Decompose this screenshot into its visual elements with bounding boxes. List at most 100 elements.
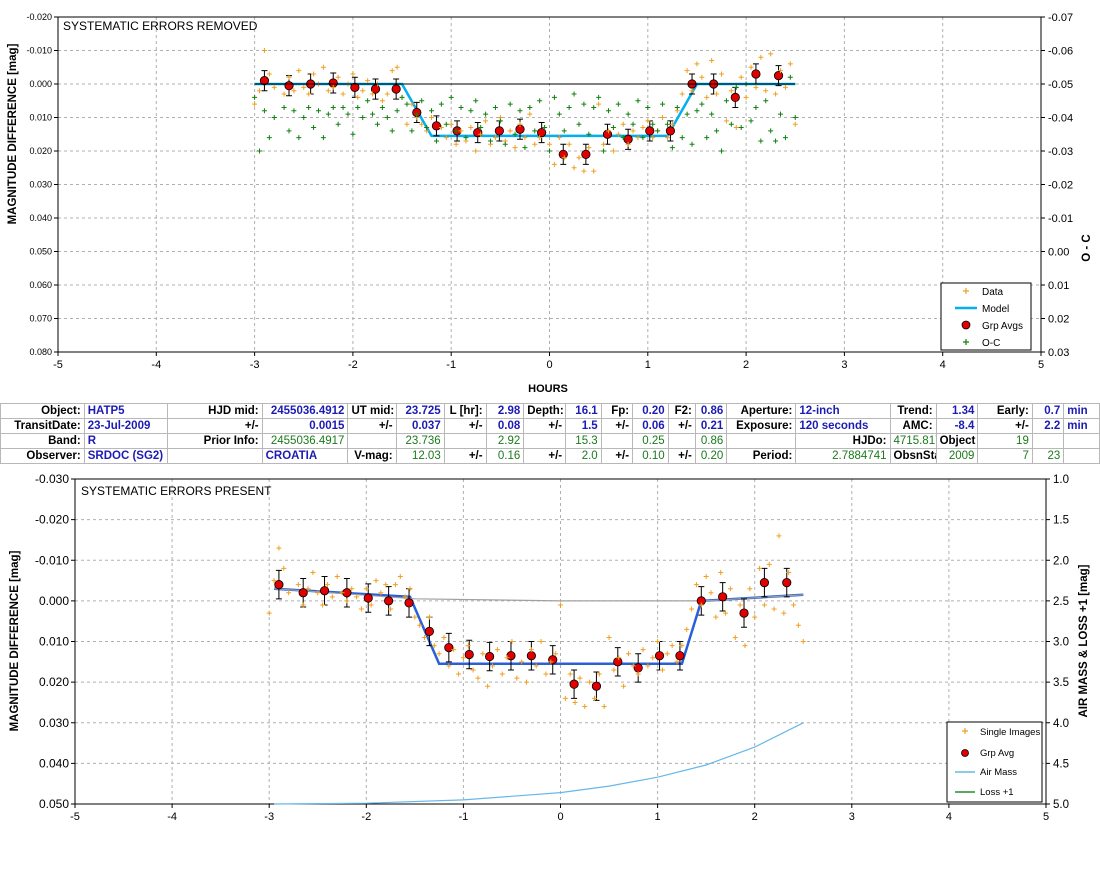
point-single-images [621, 683, 627, 689]
point-o-c [640, 135, 646, 141]
x-tick-label: 5 [1043, 811, 1049, 823]
table-cell: Object #: [935, 433, 979, 449]
point-single-images [684, 626, 690, 632]
table-cell [167, 448, 263, 464]
point-single-images [533, 663, 539, 669]
point-grp-avg [654, 651, 665, 661]
legend-entry-o-c: O-C [963, 338, 1000, 349]
point-single-images [795, 622, 801, 628]
point-o-c [379, 104, 385, 110]
point-o-c [591, 104, 597, 110]
point-o-c [758, 138, 764, 144]
point-data [301, 84, 307, 90]
table-cell: 16.1 [565, 403, 602, 419]
point-single-images [781, 610, 787, 616]
point-data [625, 141, 631, 147]
point-data [419, 121, 425, 127]
point-data [743, 94, 749, 100]
y2-tick-label: 2.5 [1053, 596, 1069, 608]
point-single-images [378, 590, 384, 596]
table-cell [523, 433, 567, 449]
table-cell: UT mid: [347, 403, 397, 419]
x-tick-label: 2 [743, 359, 749, 371]
point-o-c [709, 111, 715, 117]
point-o-c [547, 148, 552, 154]
point-o-c [389, 128, 395, 134]
point-single-images [392, 582, 398, 588]
point-o-c [360, 115, 366, 120]
point-data [664, 135, 670, 141]
point-o-c [723, 98, 729, 104]
point-single-images [742, 643, 748, 649]
point-single-images [300, 602, 306, 608]
y2-tick-label: 5.0 [1053, 799, 1069, 811]
point-single-images [791, 602, 797, 608]
point-o-c [448, 94, 454, 100]
point-o-c [497, 118, 503, 124]
legend-label-loss: Loss +1 [980, 787, 1014, 798]
point-single-images [266, 610, 272, 616]
point-o-c [468, 108, 474, 114]
point-o-c [728, 121, 734, 127]
legend-entry-single-images: Single Images [962, 727, 1040, 738]
point-data [429, 115, 435, 120]
point-o-c [473, 98, 479, 104]
point-o-c [704, 135, 710, 141]
x-tick-label: -2 [348, 359, 358, 371]
point-data [325, 88, 331, 94]
point-data [257, 88, 263, 94]
point-o-c [443, 121, 449, 127]
point-o-c [635, 98, 641, 104]
point-grp-avg [675, 651, 685, 661]
point-single-images [368, 602, 374, 608]
table-cell: 23.725 [395, 403, 445, 419]
table-cell: 1.34 [935, 403, 979, 419]
point-grp-avg [718, 592, 728, 602]
line-model [254, 82, 796, 138]
point-single-images [625, 651, 631, 657]
point-single-images [698, 602, 704, 608]
point-single-images [606, 634, 612, 640]
y-tick-label: 0.040 [39, 756, 69, 770]
point-o-c [527, 104, 533, 110]
point-single-images [616, 655, 622, 661]
point-o-c [365, 98, 371, 104]
legend-label-grp-avg: Grp Avg [980, 748, 1014, 759]
point-data [370, 91, 376, 97]
grid-lines [75, 479, 1046, 804]
point-o-c [370, 111, 376, 117]
point-grp-avgs [370, 84, 381, 94]
point-single-images [402, 594, 408, 600]
point-o-c [768, 128, 774, 134]
table-cell: +/- [600, 418, 634, 434]
point-data [571, 165, 577, 171]
point-data [684, 68, 690, 74]
x-tick-label: 0 [557, 811, 563, 823]
point-single-images [324, 582, 330, 588]
point-o-c [542, 125, 548, 131]
point-data [360, 88, 366, 94]
point-grp-avgs [391, 84, 401, 94]
point-single-images [761, 602, 767, 608]
point-data [576, 155, 582, 161]
x-tick-label: -3 [264, 811, 274, 823]
point-o-c [424, 125, 430, 131]
chart-systematic-errors-removed: -5 -4 -3 -2 -1 0 1 2 3 4 5 -0.020 -0.010 0.000 0.010 0.… [7, 12, 1093, 395]
point-single-images [577, 675, 583, 681]
point-data [453, 141, 459, 147]
point-data [635, 135, 641, 141]
point-single-images [645, 663, 651, 669]
table-cell: Prior Info: [167, 433, 263, 449]
table-row: TransitDate: 23-Jul-2009 +/- 0.0015 +/- 0.037… [0, 418, 1100, 434]
point-o-c [581, 101, 587, 107]
point-o-c [630, 121, 636, 127]
point-single-images [596, 671, 602, 677]
table-cell: 0.86 [694, 433, 728, 449]
point-grp-avg [485, 651, 495, 662]
legend-marker-data [963, 288, 969, 294]
point-data [468, 125, 474, 131]
point-single-images [679, 643, 685, 649]
point-grp-avgs [259, 76, 270, 86]
point-grp-avgs [665, 126, 676, 136]
report-page: { "chart_data": [ { "type": "scatter", "… [0, 12, 1100, 823]
